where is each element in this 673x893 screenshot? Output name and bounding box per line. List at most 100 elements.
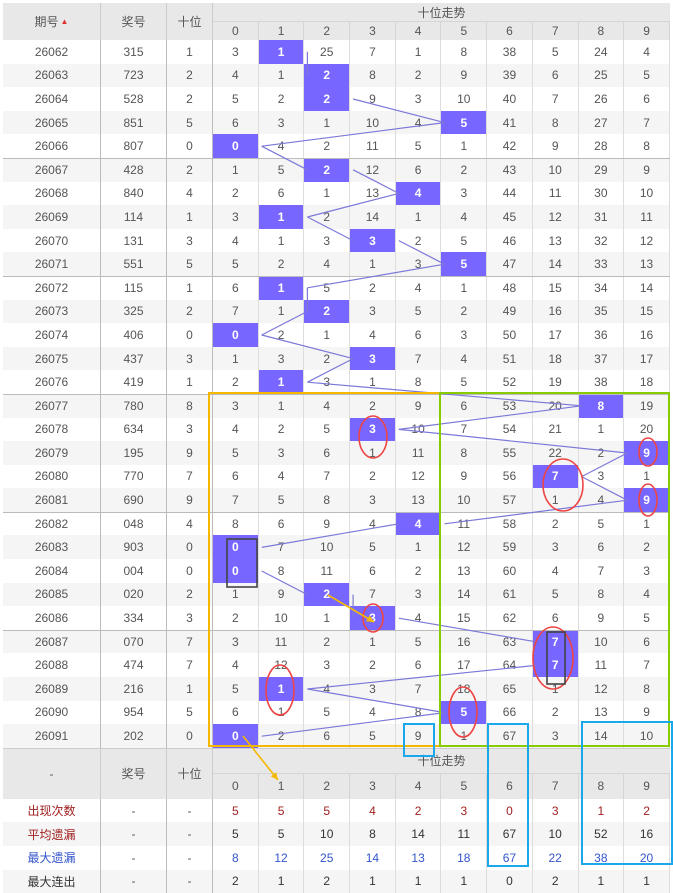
miss-cell: 1	[396, 40, 442, 64]
miss-cell: 5	[350, 535, 396, 560]
miss-cell: 3	[579, 464, 625, 489]
period-cell: 26079	[3, 441, 101, 465]
miss-cell: 6	[396, 323, 442, 347]
miss-cell: 11	[350, 134, 396, 158]
stats-value: 2	[624, 798, 670, 823]
miss-cell: 12	[624, 228, 670, 253]
tens-cell: 2	[167, 158, 213, 182]
miss-cell: 6	[624, 87, 670, 111]
period-cell: 26077	[3, 394, 101, 418]
miss-cell: 1	[304, 110, 351, 135]
miss-cell: 7	[441, 417, 488, 442]
miss-cell: 6	[259, 181, 305, 206]
miss-cell: 32	[579, 228, 625, 253]
period-cell: 26075	[3, 346, 101, 371]
miss-cell: 4	[396, 276, 442, 300]
table-row: 26086 334 3 2 10 1 3 4 15 62 6 9 5	[3, 606, 670, 630]
miss-cell: 9	[396, 724, 442, 748]
miss-cell: 9	[624, 158, 670, 182]
miss-cell: 1	[259, 394, 305, 418]
miss-cell: 5	[213, 252, 259, 276]
miss-cell: 4	[441, 205, 488, 229]
stats-value: 3	[441, 798, 488, 823]
tens-cell: 4	[167, 181, 213, 206]
miss-cell: 10	[441, 87, 488, 111]
miss-cell: 12	[396, 464, 442, 489]
miss-cell: 51	[487, 346, 533, 371]
miss-cell: 8	[213, 512, 259, 536]
miss-cell: 15	[533, 276, 579, 300]
period-header[interactable]: 期号 ▲	[3, 3, 101, 40]
miss-cell: 2	[259, 724, 305, 748]
miss-cell: 3	[350, 488, 396, 512]
tens-header: 十位	[167, 3, 213, 40]
table-row: 26074 406 0 0 2 1 4 6 3 50 17 36 16	[3, 323, 670, 347]
tens-cell: 0	[167, 559, 213, 583]
miss-cell: 2	[441, 158, 488, 182]
miss-cell: 3	[213, 394, 259, 418]
miss-cell: 9	[304, 512, 351, 536]
hit-cell: 1	[258, 40, 305, 64]
miss-cell: 50	[487, 323, 533, 347]
stats-value: 67	[487, 822, 533, 846]
stats-value: 1	[624, 869, 670, 893]
miss-cell: 12	[579, 677, 625, 701]
digit-header-0: 0	[213, 22, 259, 40]
miss-cell: 3	[396, 252, 442, 276]
miss-cell: 6	[579, 535, 625, 560]
miss-cell: 4	[624, 582, 670, 607]
hit-cell: 0	[213, 134, 259, 158]
miss-cell: 2	[259, 87, 305, 111]
tens-cell: 8	[167, 394, 213, 418]
miss-cell: 1	[259, 63, 305, 88]
miss-cell: 1	[441, 276, 488, 300]
miss-cell: 1	[441, 724, 488, 748]
sort-arrows-icon[interactable]: ▲	[60, 17, 69, 26]
miss-cell: 2	[350, 276, 396, 300]
miss-cell: 25	[579, 63, 625, 88]
miss-cell: 3	[533, 724, 579, 748]
miss-cell: 18	[624, 370, 670, 394]
miss-cell: 11	[441, 512, 488, 536]
number-cell: 851	[101, 110, 167, 135]
tens-cell: 0	[167, 134, 213, 158]
miss-cell: 1	[441, 134, 488, 158]
stats-value: 5	[259, 798, 305, 823]
stats-tens: -	[167, 846, 213, 870]
stats-value: 8	[350, 822, 396, 846]
period-cell: 26078	[3, 417, 101, 442]
miss-cell: 6	[304, 441, 351, 465]
stats-value: 0	[487, 798, 533, 823]
stats-row: 最大连出 - -2 1 2 1 1 1 0 2 1 1	[3, 869, 670, 893]
miss-cell: 13	[533, 228, 579, 253]
period-cell: 26069	[3, 205, 101, 229]
miss-cell: 5	[213, 87, 259, 111]
miss-cell: 11	[533, 181, 579, 206]
hit-cell: 1	[258, 276, 305, 300]
miss-cell: 9	[441, 464, 488, 489]
period-cell: 26088	[3, 653, 101, 678]
tens-cell: 2	[167, 582, 213, 607]
miss-cell: 10	[579, 630, 625, 654]
miss-cell: 39	[487, 63, 533, 88]
miss-cell: 9	[396, 394, 442, 418]
miss-cell: 9	[533, 134, 579, 158]
table-row: 26085 020 2 1 9 2 7 3 14 61 5 8 4	[3, 582, 670, 607]
miss-cell: 5	[304, 417, 351, 442]
miss-cell: 10	[259, 606, 305, 630]
miss-cell: 2	[396, 63, 442, 88]
miss-cell: 6	[396, 653, 442, 678]
period-cell: 26090	[3, 700, 101, 725]
tens-cell: 9	[167, 441, 213, 465]
number-cell: 690	[101, 488, 167, 512]
miss-cell: 4	[213, 653, 259, 678]
trend-title: 十位走势	[213, 3, 670, 22]
miss-cell: 26	[579, 87, 625, 111]
miss-cell: 14	[350, 205, 396, 229]
stats-value: 25	[304, 846, 351, 870]
miss-cell: 15	[441, 606, 488, 630]
hit-cell: 5	[441, 110, 488, 135]
miss-cell: 7	[259, 535, 305, 560]
miss-cell: 5	[624, 63, 670, 88]
